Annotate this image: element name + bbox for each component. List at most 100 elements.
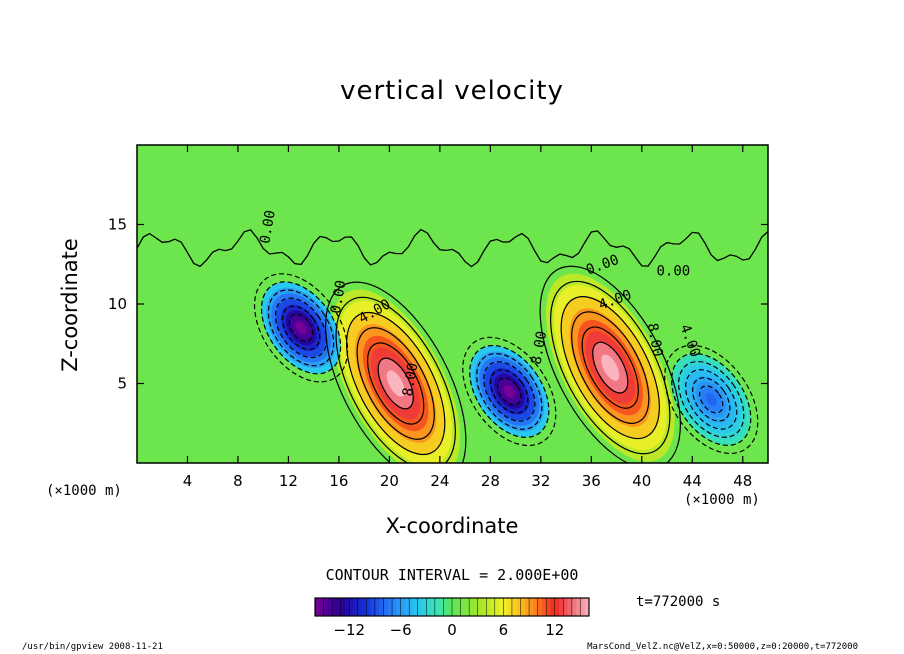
contour-line [469,344,550,438]
colorbar-cell [392,598,397,616]
colorbar-cell [336,598,342,616]
colorbar-cell [477,598,483,616]
x-tick-label: 20 [380,472,399,490]
colorbar-cell [464,598,470,616]
contour-line [592,341,629,394]
colorbar-tick-label: 12 [545,621,564,639]
contour-line [664,344,759,455]
contour-line [571,311,650,424]
colorbar-cell [516,598,521,616]
colorbar-cell [499,598,504,616]
contour-label: 8.00 [529,330,551,366]
zero-contour [137,228,768,268]
colorbar-cell [409,598,414,616]
contour-set [462,336,557,447]
y-tick-label: 5 [117,375,127,393]
colorbar-cell [417,598,423,616]
contour-line [356,327,435,440]
contour-interval-text: CONTOUR INTERVAL = 2.000E+00 [325,566,579,584]
colorbar-tick-label: 0 [447,621,457,639]
colorbar-cell [554,598,560,616]
x-tick-label: 36 [582,472,601,490]
colorbar-cell [383,598,389,616]
contour-line [550,280,671,455]
contour-set [253,273,349,383]
colorbar-cell [486,598,492,616]
contour-line [490,369,529,414]
colorbar-cell [374,598,380,616]
contour-set [324,281,467,463]
x-unit-note: (×1000 m) [46,483,122,499]
x-tick-label: 4 [183,472,193,490]
colorbar-cell [520,598,526,616]
colorbar-tick-label: −6 [390,621,412,639]
colorbar-cell [563,598,569,616]
colorbar-cell [370,598,376,616]
colorbar-cell [323,598,329,616]
colorbar-cell [533,598,539,616]
contour-line [281,305,321,351]
colorbar-cell [387,598,393,616]
colorbar-tick-label: 6 [499,621,509,639]
feature-positive [545,273,675,462]
contour-line [476,353,543,430]
contour-line [274,297,328,359]
colorbar-cell [576,598,581,616]
x-tick-label: 48 [733,472,752,490]
y-axis-label-text: Z-coordinate [58,238,82,372]
x-tick-label: 44 [683,472,702,490]
contour-line [253,273,349,383]
colorbar-cell [546,598,551,616]
colorbar-tick-label: −12 [333,621,365,639]
colorbar-cell [537,598,543,616]
y-unit-note: (×1000 m) [684,492,760,508]
colorbar-cell [357,598,363,616]
contour-line [377,357,414,410]
colorbar-cell [349,598,355,616]
colorbar-cell [580,598,586,616]
colorbar-cell [379,598,384,616]
colorbar-cell [439,598,444,616]
contour-line [260,281,342,375]
colorbar-cell [443,598,449,616]
x-tick-label: 32 [531,472,550,490]
contour-set [539,265,681,463]
colorbar-cell [434,598,440,616]
colorbar-cell [362,598,367,616]
field-level [295,321,307,335]
contour-line [692,377,731,422]
colorbar-cell [400,598,406,616]
x-tick-label: 24 [430,472,449,490]
colorbar-cell [340,598,346,616]
x-tick-label: 28 [481,472,500,490]
colorbar-cell [430,598,436,616]
contour-line [267,289,335,367]
x-tick-label: 16 [329,472,348,490]
field-level [601,354,620,381]
contour-label: 0.00 [257,209,279,245]
contour-line [581,326,639,409]
x-tick-label: 40 [632,472,651,490]
contour-line [539,265,681,463]
contour-lines [137,228,768,463]
contour-line [560,296,660,440]
colorbar-cell [511,598,517,616]
colorbar-cell [503,598,509,616]
colorbar-cell [315,598,320,616]
contour-line [324,281,467,463]
colorbar-cell [460,598,466,616]
contour-line [462,336,557,447]
colorbar-cell [353,598,359,616]
colorbar-cell [456,598,462,616]
colorbar-cell [396,598,402,616]
contour-line [335,296,456,463]
colorbar: −12 −6 0 6 12 [314,597,590,639]
colorbar-cell [366,598,372,616]
chart-title: vertical velocity [340,76,564,106]
colorbar-cell [447,598,453,616]
colorbar-cell [473,598,479,616]
colorbar-cell [550,598,556,616]
contour-line [678,360,745,438]
colorbar-cell [529,598,534,616]
colorbar-cell [332,598,337,616]
